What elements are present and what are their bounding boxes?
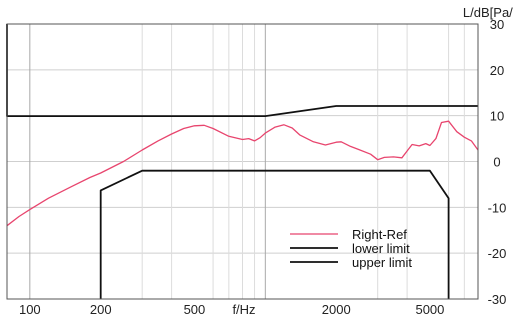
series-line-right-ref (6, 120, 479, 227)
y-tick-label: -30 (488, 292, 507, 307)
legend-label: Right-Ref (352, 227, 407, 242)
legend-label: upper limit (352, 255, 412, 270)
x-axis-label: f/Hz (232, 302, 255, 317)
series-line-lower-limit (99, 169, 450, 299)
y-tick-label: 20 (490, 63, 504, 78)
x-tick-label: 100 (19, 302, 41, 317)
y-axis-label: L/dB[Pa/V] (463, 5, 513, 20)
x-tick-label: 5000 (415, 302, 444, 317)
y-tick-label: -20 (488, 246, 507, 261)
y-tick-label: 0 (493, 155, 500, 170)
x-tick-label: 500 (184, 302, 206, 317)
x-tick-label: 2000 (322, 302, 351, 317)
y-tick-label: 10 (490, 109, 504, 124)
plot-frame (6, 23, 479, 300)
y-tick-label: 30 (490, 17, 504, 32)
y-tick-label: -10 (488, 200, 507, 215)
legend-label: lower limit (352, 241, 410, 256)
x-tick-label: 200 (90, 302, 112, 317)
